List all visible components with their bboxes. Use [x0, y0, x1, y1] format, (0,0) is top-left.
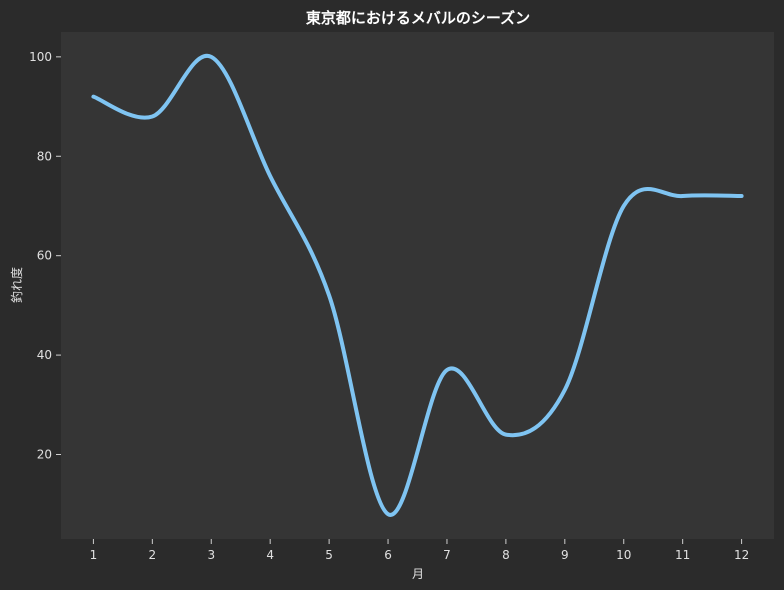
- y-axis-label: 釣れ度: [9, 267, 24, 303]
- x-tick-label: 12: [734, 548, 749, 562]
- x-tick-label: 5: [325, 548, 333, 562]
- y-tick-label: 40: [37, 348, 52, 362]
- x-tick-label: 3: [207, 548, 215, 562]
- x-tick-label: 6: [384, 548, 392, 562]
- plot-area: [61, 32, 774, 539]
- x-tick-label: 2: [149, 548, 157, 562]
- y-tick-label: 100: [29, 50, 52, 64]
- y-tick-label: 20: [37, 448, 52, 462]
- x-tick-label: 9: [561, 548, 569, 562]
- y-axis: 20 40 60 80 100: [29, 50, 61, 462]
- chart-title: 東京都におけるメバルのシーズン: [306, 9, 530, 27]
- x-tick-label: 11: [675, 548, 690, 562]
- x-tick-label: 8: [502, 548, 510, 562]
- y-tick-label: 80: [37, 149, 52, 163]
- x-tick-label: 1: [90, 548, 98, 562]
- x-axis: 1 2 3 4 5 6 7 8 9 10 11 12: [90, 539, 749, 562]
- x-tick-label: 7: [443, 548, 451, 562]
- x-axis-label: 月: [412, 567, 424, 581]
- x-tick-label: 10: [616, 548, 631, 562]
- x-tick-label: 4: [266, 548, 274, 562]
- y-tick-label: 60: [37, 249, 52, 263]
- series-line: [91, 53, 744, 517]
